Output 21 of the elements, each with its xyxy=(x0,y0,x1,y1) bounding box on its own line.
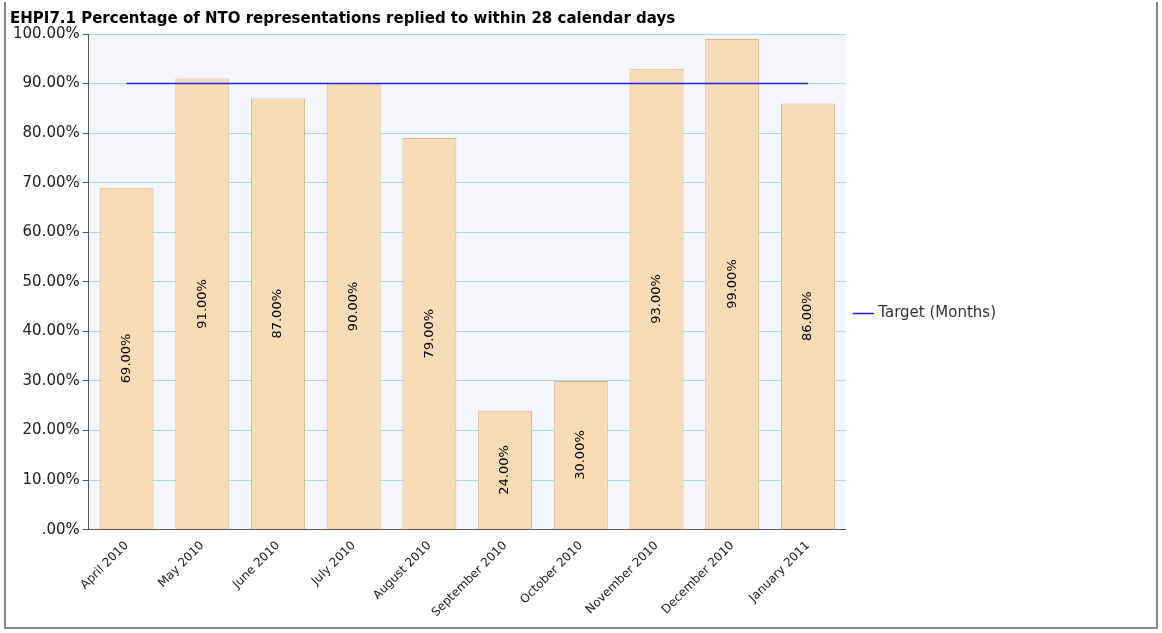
data-label: 79.00% xyxy=(420,308,436,359)
data-label: 30.00% xyxy=(572,430,588,480)
data-label: 24.00% xyxy=(496,445,512,495)
data-label: 99.00% xyxy=(723,259,739,309)
y-tick-label: 40.00% xyxy=(22,321,80,340)
y-tick-label: 20.00% xyxy=(22,420,80,439)
data-label: 93.00% xyxy=(647,274,663,324)
data-label: 90.00% xyxy=(345,281,361,332)
y-tick-label: 70.00% xyxy=(22,172,80,191)
data-label: 69.00% xyxy=(117,333,133,384)
y-tick-label: 10.00% xyxy=(22,469,80,488)
legend-label: Target (Months) xyxy=(877,303,997,322)
data-label: 87.00% xyxy=(269,288,285,339)
y-tick-label: 50.00% xyxy=(22,271,80,290)
y-tick-label: 60.00% xyxy=(22,222,80,241)
data-label: 91.00% xyxy=(193,279,209,329)
data-label: 86.00% xyxy=(799,291,815,342)
y-tick-label: 90.00% xyxy=(22,73,80,92)
y-tick-label: 80.00% xyxy=(22,123,80,142)
y-tick-label: .00% xyxy=(41,519,80,538)
y-tick-label: 30.00% xyxy=(22,370,80,389)
